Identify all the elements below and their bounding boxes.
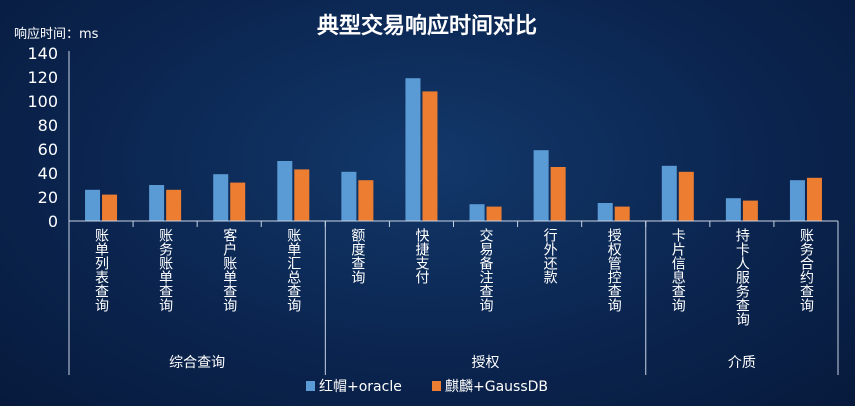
y-tick-label: 100	[27, 92, 58, 111]
y-tick-label: 60	[38, 140, 58, 159]
legend-label: 红帽+oracle	[319, 379, 402, 395]
bar-redhat-oracle	[85, 189, 101, 221]
bar-redhat-oracle	[597, 203, 613, 221]
category-label: 行外还款	[542, 228, 558, 284]
bar-redhat-oracle	[149, 185, 165, 221]
legend: 红帽+oracle 麒麟+GaussDB	[306, 379, 548, 395]
group-label: 授权	[472, 355, 500, 371]
bar-kylin-gaussdb	[806, 177, 822, 221]
legend-swatch	[432, 381, 441, 391]
category-label: 账务账单查询	[157, 228, 173, 313]
category-label: 卡片信息查询	[670, 228, 686, 313]
y-axis-unit-label: 响应时间：ms	[14, 26, 99, 42]
bar-kylin-gaussdb	[486, 206, 502, 221]
group-label: 介质	[728, 355, 756, 371]
category-labels: 账单列表查询 账务账单查询 客户账单查询 账单汇总查询 额度查询 快捷支付 交易备注查询 行外…	[93, 227, 814, 327]
bar-redhat-oracle	[725, 198, 741, 221]
y-tick-label: 0	[48, 212, 58, 231]
y-tick-label: 120	[27, 68, 58, 87]
y-tick-label: 20	[38, 188, 58, 207]
category-label: 交易备注查询	[478, 227, 494, 313]
bars	[85, 78, 822, 222]
bar-kylin-gaussdb	[358, 180, 374, 221]
category-label: 持卡人服务查询	[734, 228, 750, 327]
legend-swatch	[306, 381, 315, 391]
bar-redhat-oracle	[661, 165, 677, 221]
group-label: 综合查询	[169, 355, 225, 371]
bar-kylin-gaussdb	[166, 189, 182, 221]
category-label: 账务合约查询	[798, 228, 814, 313]
bar-kylin-gaussdb	[102, 194, 118, 221]
bar-redhat-oracle	[533, 150, 549, 221]
bar-kylin-gaussdb	[614, 206, 630, 221]
bar-redhat-oracle	[341, 171, 357, 221]
y-tick-label: 40	[38, 164, 58, 183]
chart-title: 典型交易响应时间对比	[317, 13, 537, 39]
bar-redhat-oracle	[213, 174, 229, 221]
axes	[68, 51, 839, 375]
legend-label: 麒麟+GaussDB	[445, 379, 548, 395]
bar-redhat-oracle	[789, 180, 805, 221]
bar-kylin-gaussdb	[678, 171, 694, 221]
bar-redhat-oracle	[277, 161, 293, 221]
bar-redhat-oracle	[469, 204, 485, 221]
group-labels: 综合查询 授权 介质	[169, 355, 756, 371]
category-label: 客户账单查询	[221, 227, 237, 313]
category-label: 额度查询	[349, 228, 365, 285]
category-label: 账单列表查询	[93, 228, 109, 313]
bar-kylin-gaussdb	[550, 167, 566, 221]
bar-kylin-gaussdb	[230, 182, 246, 221]
bar-redhat-oracle	[405, 78, 421, 221]
y-tick-label: 80	[38, 116, 58, 135]
category-label: 快捷支付	[413, 228, 429, 285]
y-axis-ticks: 0 20 40 60 80 100 120 140	[27, 44, 58, 231]
category-label: 账单汇总查询	[285, 228, 301, 313]
bar-kylin-gaussdb	[742, 200, 758, 221]
bar-kylin-gaussdb	[422, 91, 438, 222]
y-tick-label: 140	[27, 44, 58, 63]
category-label: 授权管控查询	[606, 228, 622, 313]
bar-kylin-gaussdb	[294, 169, 310, 221]
